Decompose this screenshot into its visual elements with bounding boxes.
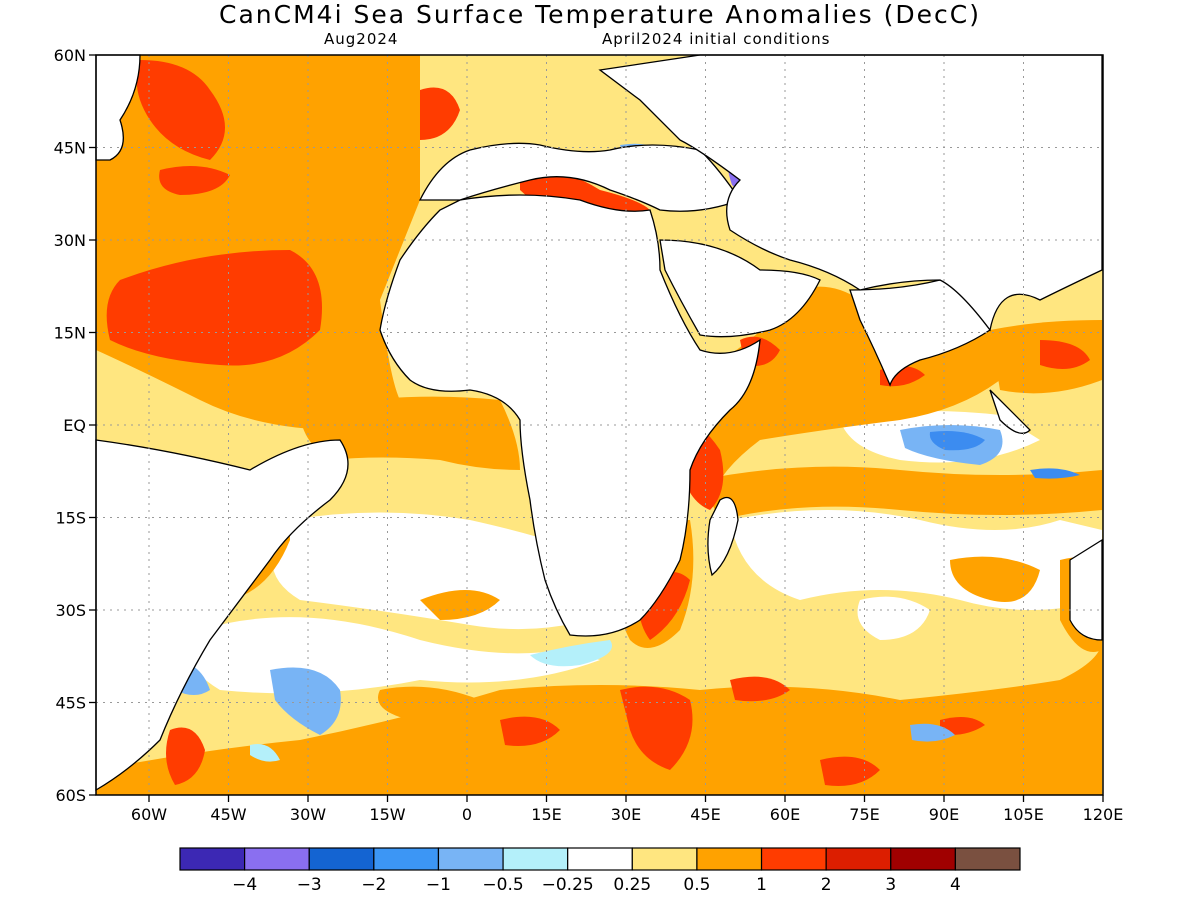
colorbar-label: 1 bbox=[756, 875, 767, 895]
lat-tick-label: 45N bbox=[54, 139, 86, 158]
colorbar bbox=[179, 847, 1021, 871]
latitude-labels: 60N 45N 30N 15N EQ 15S 30S 45S 60S bbox=[54, 46, 96, 805]
colorbar-swatch bbox=[179, 847, 246, 871]
lon-tick-label: 75E bbox=[849, 805, 879, 824]
lat-tick-label: 15S bbox=[55, 509, 86, 528]
colorbar-swatch bbox=[631, 847, 698, 871]
arabia bbox=[659, 239, 821, 338]
init-conditions-label: April2024 initial conditions bbox=[602, 30, 831, 48]
lon-tick-label: 15W bbox=[369, 805, 405, 824]
colorbar-swatch bbox=[502, 847, 569, 871]
india bbox=[849, 279, 991, 387]
lon-tick-label: 30E bbox=[611, 805, 641, 824]
colorbar-swatch bbox=[244, 847, 310, 871]
lon-tick-label: 90E bbox=[929, 805, 959, 824]
colorbar-label: 0.5 bbox=[683, 875, 710, 895]
lon-tick-label: 30W bbox=[290, 805, 326, 824]
lat-tick-label: 45S bbox=[55, 694, 86, 713]
lon-tick-label: 45W bbox=[210, 805, 246, 824]
colorbar-swatch bbox=[954, 847, 1021, 871]
lon-tick-label: 0 bbox=[462, 805, 472, 824]
lat-tick-label: 30S bbox=[55, 601, 86, 620]
colorbar-label: 4 bbox=[950, 875, 961, 895]
colorbar-swatch bbox=[760, 847, 827, 871]
lon-tick-label: 60E bbox=[770, 805, 800, 824]
europe bbox=[418, 142, 741, 212]
africa bbox=[379, 194, 761, 637]
valid-month-label: Aug2024 bbox=[324, 30, 399, 48]
lon-tick-label: 15E bbox=[531, 805, 561, 824]
lat-tick-label: 60N bbox=[54, 46, 86, 65]
colorbar-swatch bbox=[373, 847, 440, 871]
colorbar-swatch bbox=[696, 847, 763, 871]
madagascar bbox=[707, 496, 739, 577]
colorbar-swatch bbox=[567, 847, 633, 871]
colorbar-label: −0.25 bbox=[542, 875, 594, 895]
lon-tick-label: 105E bbox=[1003, 805, 1044, 824]
colorbar-label: −4 bbox=[232, 875, 257, 895]
colorbar-label: −2 bbox=[361, 875, 386, 895]
lat-tick-label: 30N bbox=[54, 231, 86, 250]
colorbar-swatch bbox=[890, 847, 956, 871]
colorbar-label: 2 bbox=[821, 875, 832, 895]
lon-tick-label: 60W bbox=[131, 805, 167, 824]
longitude-labels: 60W 45W 30W 15W 0 15E 30E 45E 60E 75E 90E 105E 120E bbox=[131, 795, 1123, 824]
colorbar-swatch bbox=[825, 847, 892, 871]
lon-tick-label: 45E bbox=[690, 805, 720, 824]
colorbar-labels: −4 −3 −2 −1 −0.5 −0.25 0.25 0.5 1 2 3 4 bbox=[232, 875, 961, 895]
map-title: CanCM4i Sea Surface Temperature Anomalie… bbox=[219, 0, 981, 29]
colorbar-label: 0.25 bbox=[613, 875, 651, 895]
north-america bbox=[95, 54, 141, 161]
lat-tick-label: 60S bbox=[55, 786, 86, 805]
anomaly-1-to-2 bbox=[106, 60, 1090, 786]
colorbar-label: −0.5 bbox=[482, 875, 523, 895]
colorbar-swatch bbox=[437, 847, 504, 871]
colorbar-label: −3 bbox=[297, 875, 322, 895]
lat-tick-label: 15N bbox=[54, 324, 86, 343]
colorbar-label: −1 bbox=[426, 875, 451, 895]
land-masses bbox=[95, 54, 1103, 792]
colorbar-swatch bbox=[308, 847, 375, 871]
maritime-se-asia bbox=[989, 389, 1031, 434]
gridlines bbox=[96, 55, 1103, 795]
australia bbox=[1069, 538, 1103, 641]
lat-tick-label: EQ bbox=[63, 416, 86, 435]
lon-tick-label: 120E bbox=[1083, 805, 1124, 824]
asia-north bbox=[598, 54, 1103, 332]
colorbar-label: 3 bbox=[885, 875, 896, 895]
